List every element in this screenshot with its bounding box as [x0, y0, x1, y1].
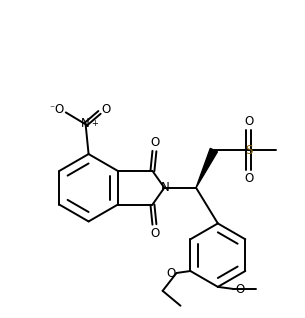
Text: O: O — [244, 115, 253, 128]
Text: +: + — [92, 119, 99, 128]
Text: O: O — [166, 267, 175, 280]
Text: N: N — [81, 117, 90, 130]
Text: O: O — [54, 103, 63, 116]
Text: O: O — [244, 172, 253, 185]
Text: ⁻: ⁻ — [49, 104, 55, 114]
Text: N: N — [161, 181, 170, 194]
Polygon shape — [196, 149, 217, 188]
Text: O: O — [235, 283, 244, 296]
Text: O: O — [151, 136, 160, 149]
Text: S: S — [245, 144, 252, 156]
Text: O: O — [151, 227, 160, 240]
Text: O: O — [102, 103, 111, 116]
